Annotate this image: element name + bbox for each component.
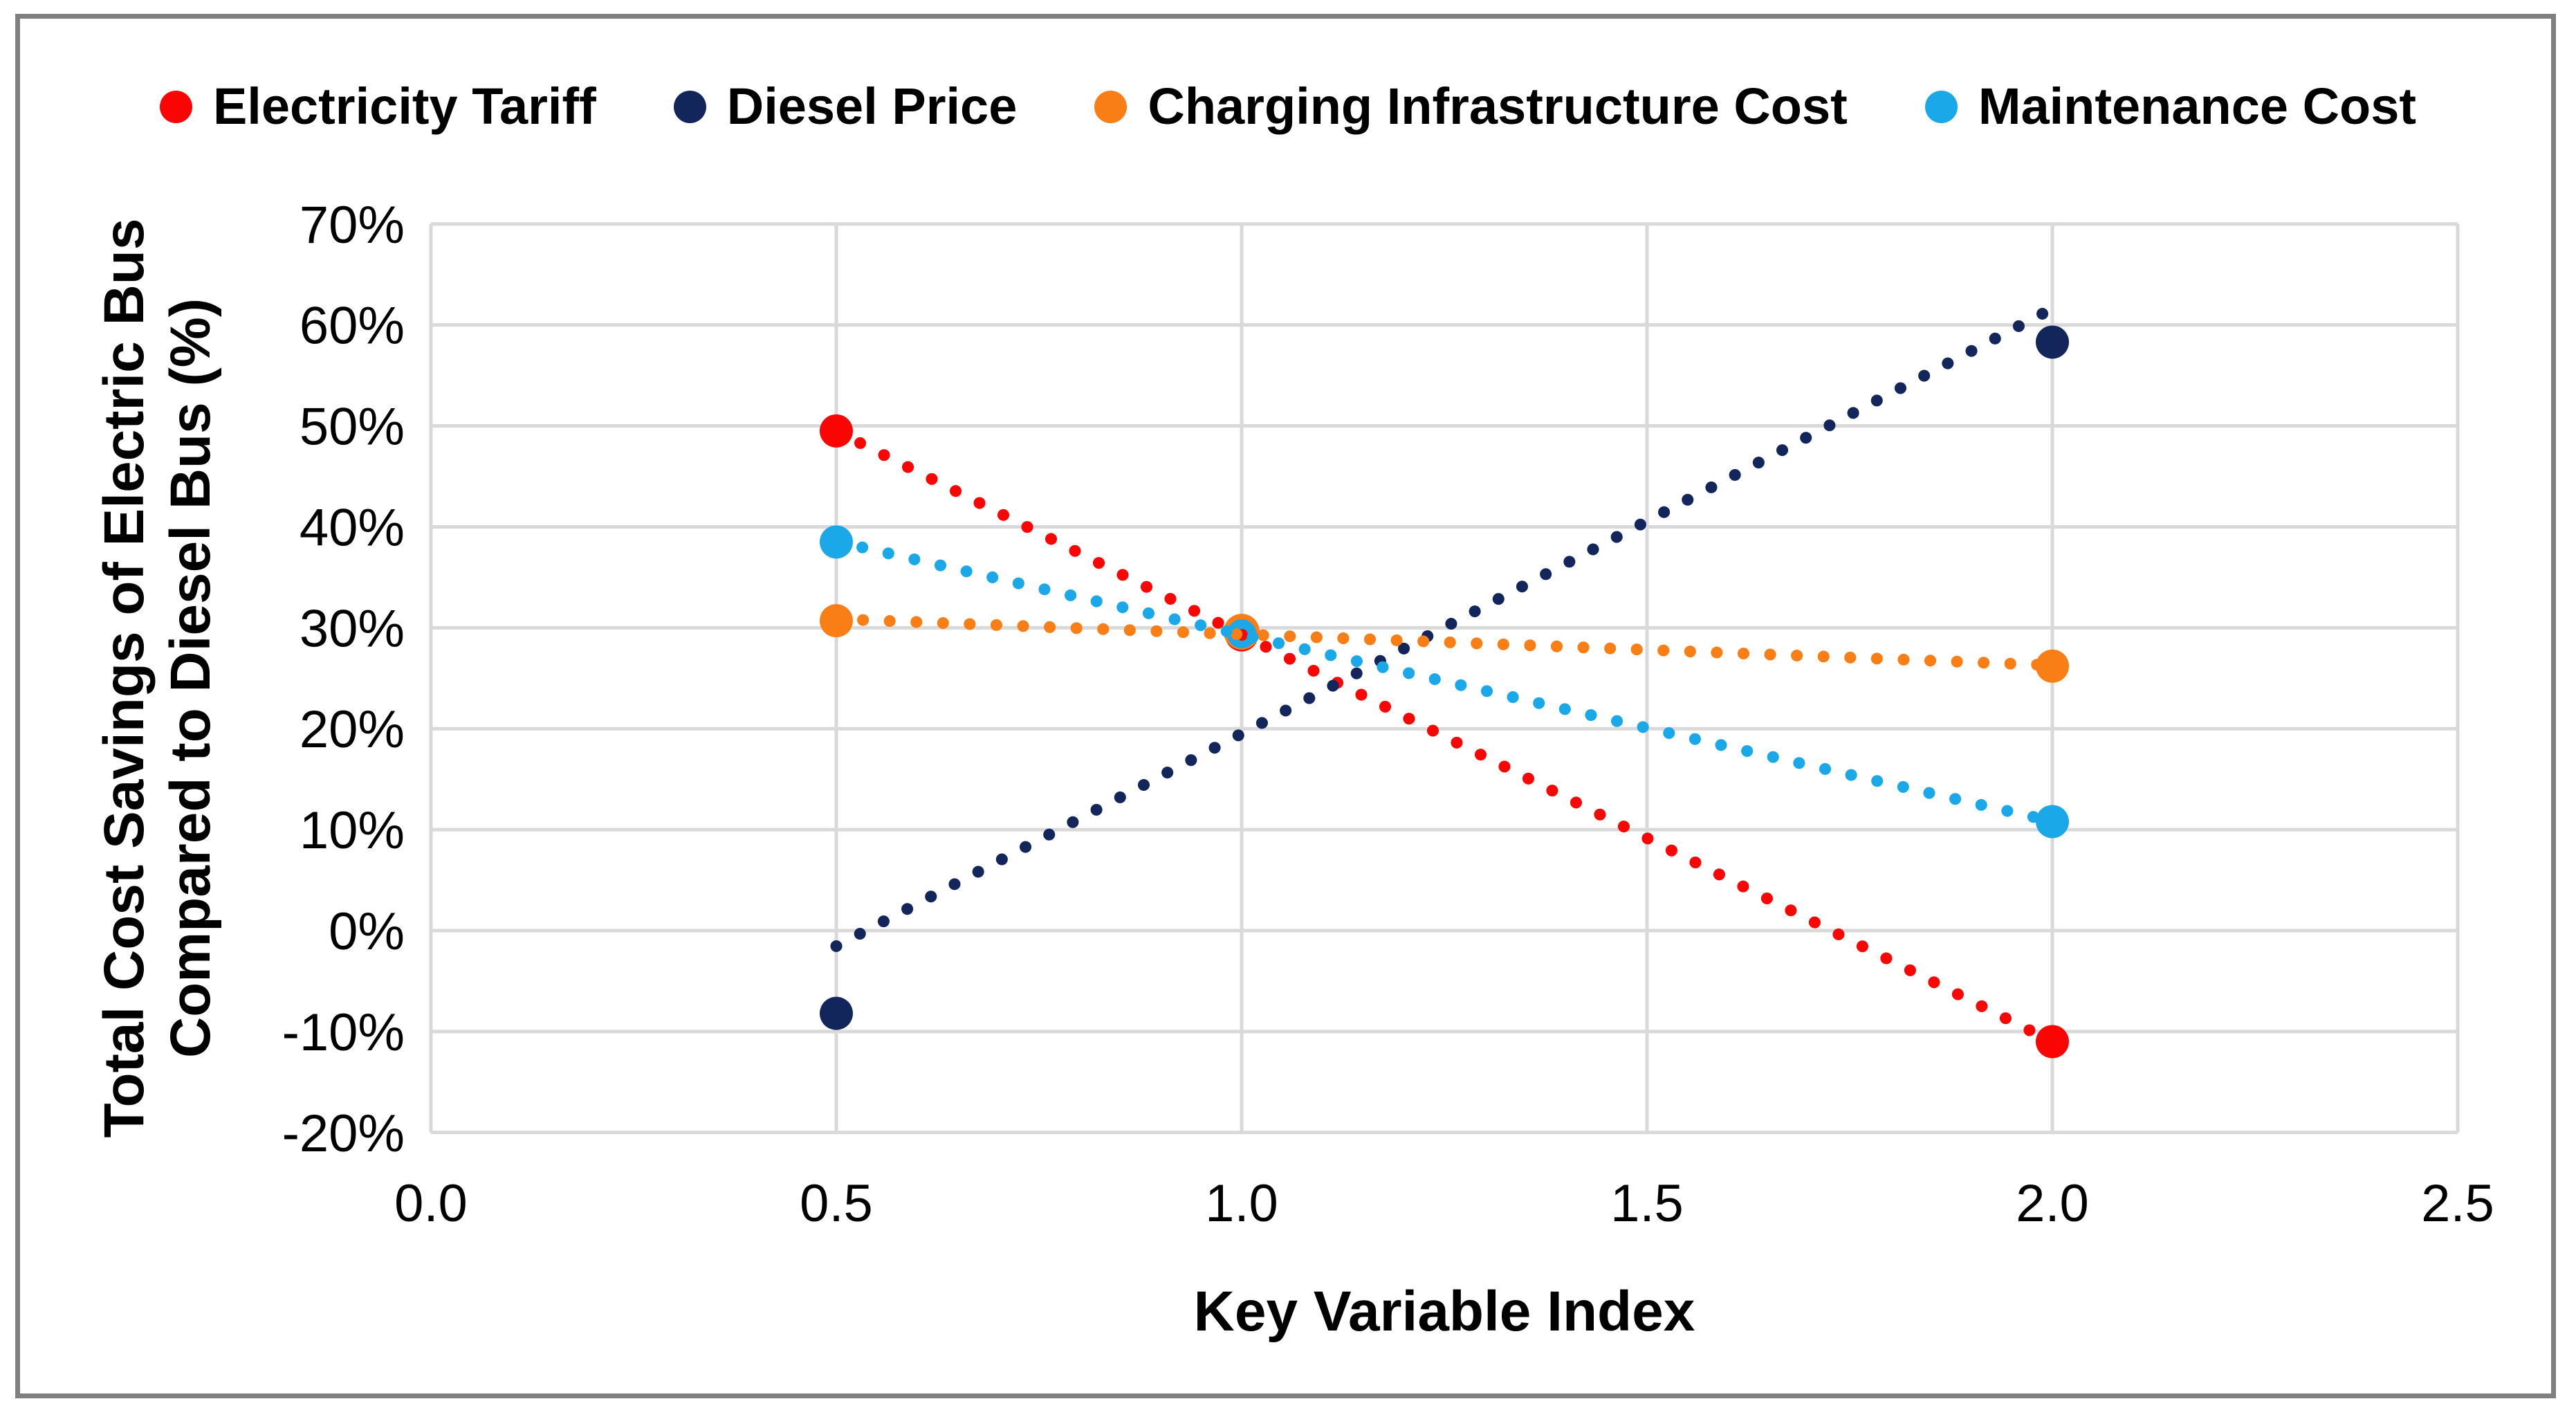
legend-item-diesel-price[interactable]: Diesel Price: [673, 77, 1018, 135]
x-axis-title: Key Variable Index: [1193, 1280, 1695, 1343]
legend-marker-icon: [673, 90, 706, 123]
series-markers-maintenance-cost: [820, 525, 2069, 839]
chart-legend: Electricity Tariff Diesel Price Charging I…: [0, 73, 2576, 140]
chart-outer-border: [15, 14, 2556, 1398]
x-tick-label: 0.0: [394, 1174, 468, 1233]
y-axis-title-line2: Compared to Diesel Bus (%): [159, 298, 222, 1059]
data-point-diesel-price: [2036, 325, 2069, 359]
y-tick-label: 60%: [300, 297, 405, 356]
trendline-electricity-tariff: [830, 425, 2059, 1048]
trendline-maintenance-cost: [830, 535, 2059, 828]
legend-marker-icon: [1094, 90, 1128, 123]
trendlines: [830, 302, 2059, 1048]
x-tick-label: 0.5: [800, 1174, 873, 1233]
data-point-electricity-tariff: [2036, 1025, 2069, 1059]
y-axis-tick-labels: 70% 60% 50% 40% 30% 20% 10% 0% -10% -20%: [282, 196, 405, 1163]
gridlines: [429, 222, 2460, 1135]
legend-item-charging-infrastructure-cost[interactable]: Charging Infrastructure Cost: [1094, 77, 1848, 135]
y-tick-label: 10%: [300, 801, 405, 860]
legend-item-electricity-tariff[interactable]: Electricity Tariff: [159, 77, 596, 135]
x-tick-label: 1.5: [1610, 1174, 1684, 1233]
x-axis-tick-labels: 0.0 0.5 1.0 1.5 2.0 2.5: [394, 1174, 2494, 1233]
y-tick-label: 20%: [300, 700, 405, 759]
legend-label: Electricity Tariff: [212, 77, 596, 135]
x-tick-label: 1.0: [1205, 1174, 1278, 1233]
series-markers-diesel-price: [820, 325, 2069, 1030]
y-axis-title-line1: Total Cost Savings of Electric Bus: [93, 218, 156, 1138]
x-tick-label: 2.0: [2016, 1174, 2089, 1233]
legend-marker-icon: [159, 90, 192, 123]
data-point-diesel-price: [820, 996, 853, 1030]
legend-marker-icon: [1924, 90, 1958, 123]
legend-label: Charging Infrastructure Cost: [1148, 77, 1848, 135]
legend-item-maintenance-cost[interactable]: Maintenance Cost: [1924, 77, 2417, 135]
y-tick-label: 40%: [300, 498, 405, 557]
data-point-maintenance-cost: [2036, 805, 2069, 839]
y-tick-label: 70%: [300, 196, 405, 255]
trendline-diesel-price: [830, 302, 2059, 953]
data-point-charging-infrastructure-cost: [2036, 649, 2069, 683]
y-tick-label: 0%: [329, 902, 405, 961]
y-axis-title: Total Cost Savings of Electric Bus Compa…: [91, 219, 224, 1138]
y-tick-label: -10%: [282, 1003, 405, 1062]
y-tick-label: 50%: [300, 398, 405, 457]
legend-label: Diesel Price: [726, 77, 1018, 135]
y-tick-label: 30%: [300, 599, 405, 658]
data-point-markers: [820, 325, 2069, 1059]
legend-label: Maintenance Cost: [1978, 77, 2417, 135]
x-tick-label: 2.5: [2421, 1174, 2494, 1233]
trendline-charging-infrastructure-cost: [830, 613, 2059, 672]
y-tick-label: -20%: [282, 1104, 405, 1163]
